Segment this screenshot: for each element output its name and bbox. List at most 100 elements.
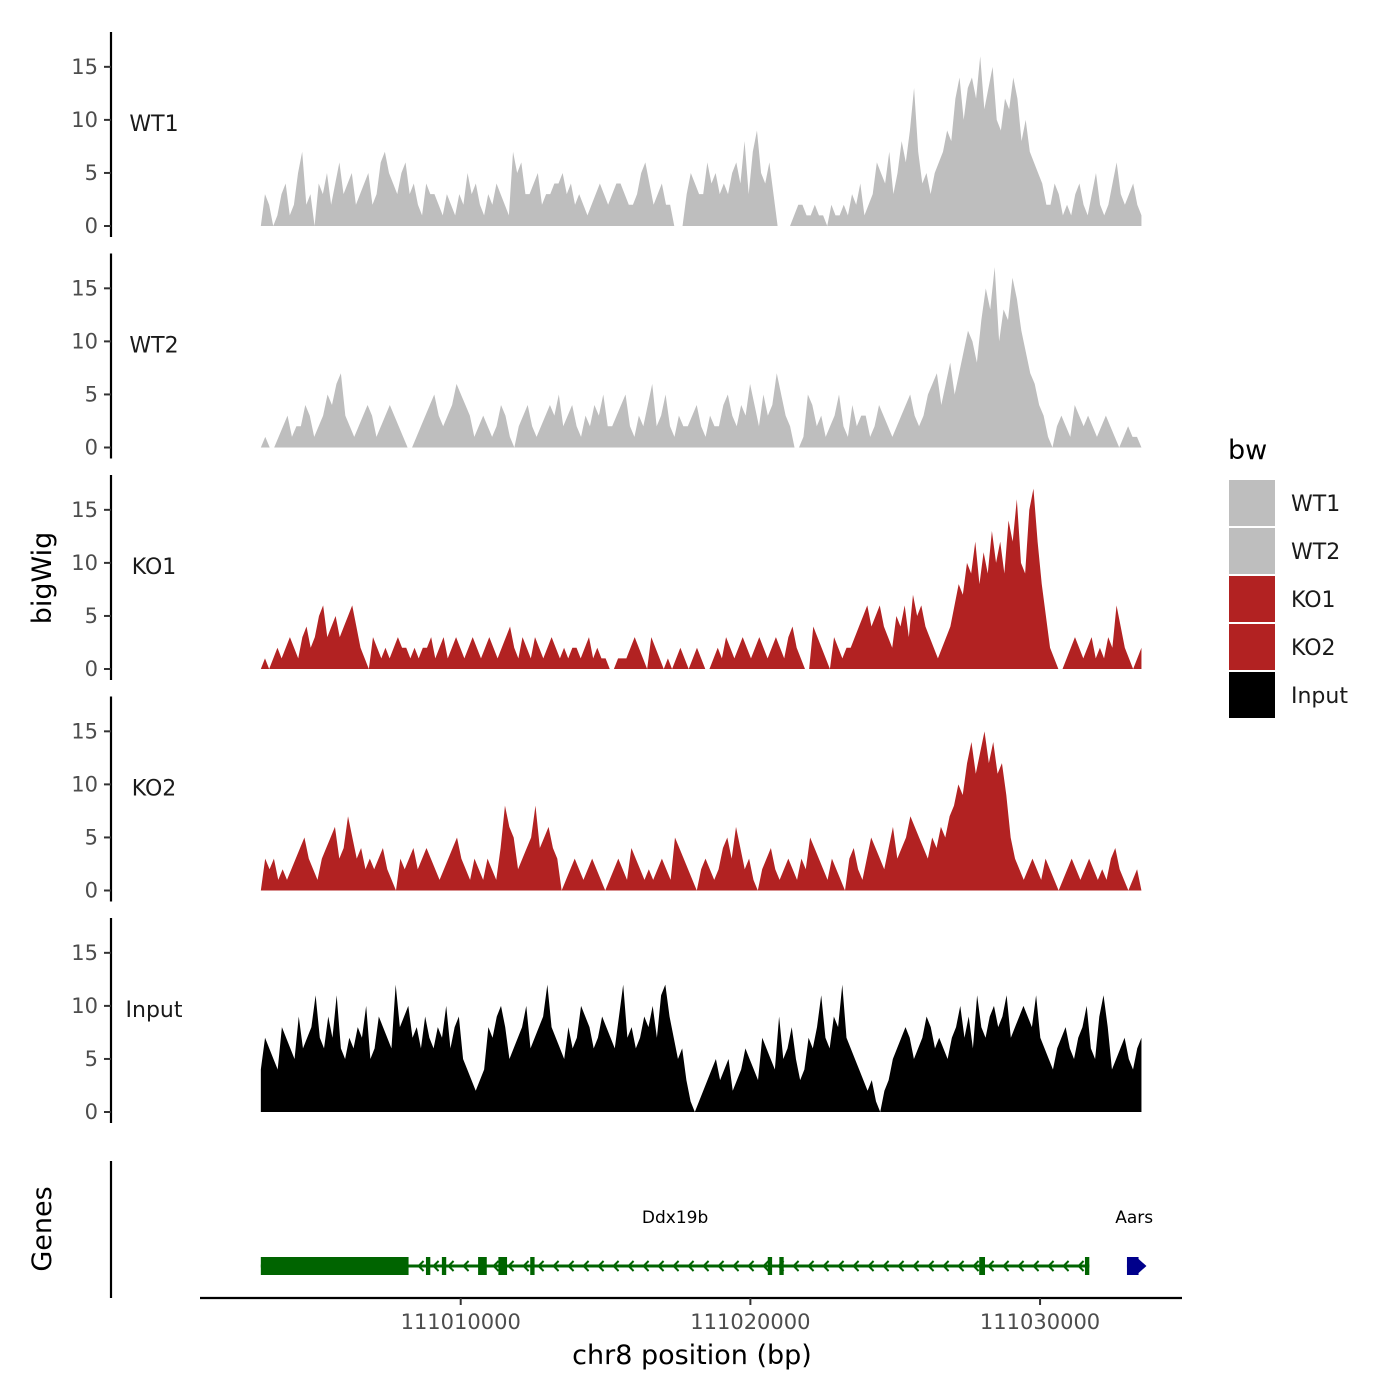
gene-thick-block xyxy=(1126,1257,1139,1275)
gene-exon xyxy=(425,1257,431,1275)
strand-chevron xyxy=(597,1260,605,1272)
y-tick-label: 10 xyxy=(71,108,98,132)
panel-input: 0 5 10 15 Input xyxy=(71,918,1142,1124)
legend: bw WT1 WT2 KO1 KO2 Input xyxy=(1228,435,1348,718)
genes-panel: Ddx19b Aars xyxy=(109,1161,1153,1298)
track-label-wt1: WT1 xyxy=(129,112,178,137)
genes-content: Ddx19b Aars xyxy=(260,1208,1153,1275)
y-tick-label: 0 xyxy=(85,436,98,460)
legend-swatch xyxy=(1229,576,1275,622)
strand-chevron xyxy=(927,1260,935,1272)
gene-exon xyxy=(979,1257,986,1275)
y-tick-label: 10 xyxy=(71,772,98,796)
track-label-wt2: WT2 xyxy=(129,333,178,358)
y-tick-label: 5 xyxy=(85,604,98,628)
strand-chevron xyxy=(732,1260,740,1272)
strand-chevron xyxy=(912,1260,920,1272)
strand-chevron xyxy=(522,1260,530,1272)
legend-item-ko2: KO2 xyxy=(1229,624,1336,670)
gene-aars: Aars xyxy=(1115,1208,1153,1275)
gene-ddx19b: Ddx19b xyxy=(260,1208,1090,1275)
y-tick-label: 15 xyxy=(71,941,98,965)
track-label-ko1: KO1 xyxy=(132,555,177,580)
strand-chevron xyxy=(852,1260,860,1272)
strand-chevron xyxy=(942,1260,950,1272)
strand-chevron xyxy=(777,1260,785,1272)
x-ticks: 111010000 111020000 111030000 xyxy=(401,1298,1100,1334)
y-tick-label: 5 xyxy=(85,825,98,849)
legend-item-ko1: KO1 xyxy=(1229,576,1336,622)
strand-chevron xyxy=(477,1260,485,1272)
x-axis: 111010000 111020000 111030000 xyxy=(200,1296,1182,1334)
genes-axis-title: Genes xyxy=(27,1186,58,1271)
strand-chevron xyxy=(837,1260,845,1272)
signal-area-ko2 xyxy=(260,731,1142,891)
panel-wt1: 0 5 10 15 WT1 xyxy=(71,32,1142,238)
strand-chevron xyxy=(642,1260,650,1272)
strand-chevron xyxy=(702,1260,710,1272)
signal-area-wt2 xyxy=(260,267,1142,448)
y-tick-label: 15 xyxy=(71,719,98,743)
strand-arrow-head xyxy=(1137,1258,1147,1274)
y-tick-label: 0 xyxy=(85,1100,98,1124)
strand-chevron xyxy=(1047,1260,1055,1272)
strand-chevron xyxy=(432,1260,440,1272)
legend-label: Input xyxy=(1291,684,1348,709)
x-tick-label: 111020000 xyxy=(690,1310,810,1334)
track-label-ko2: KO2 xyxy=(132,776,177,801)
strand-chevron xyxy=(987,1260,995,1272)
strand-chevron xyxy=(762,1260,770,1272)
y-axis-title: bigWig xyxy=(27,532,58,625)
gene-thick-block xyxy=(260,1257,409,1275)
gene-exon xyxy=(1084,1257,1090,1275)
y-tick-label: 5 xyxy=(85,1047,98,1071)
signal-panels: 0 5 10 15 WT1 0 5 10 15 WT2 0 5 10 15 KO1 0 5 10 15 KO2 0 5 10… xyxy=(71,32,1142,1124)
strand-chevron xyxy=(1017,1260,1025,1272)
y-tick-label: 10 xyxy=(71,551,98,575)
legend-label: WT1 xyxy=(1291,492,1340,517)
y-tick-label: 15 xyxy=(71,276,98,300)
strand-chevron xyxy=(672,1260,680,1272)
legend-label: KO2 xyxy=(1291,636,1336,661)
strand-chevron xyxy=(897,1260,905,1272)
legend-swatch xyxy=(1229,480,1275,526)
gene-label: Aars xyxy=(1115,1208,1153,1228)
legend-title: bw xyxy=(1228,435,1267,466)
strand-chevron xyxy=(567,1260,575,1272)
legend-label: WT2 xyxy=(1291,540,1340,565)
strand-chevron xyxy=(492,1260,500,1272)
strand-chevron xyxy=(612,1260,620,1272)
strand-chevron xyxy=(1062,1260,1070,1272)
panel-ko2: 0 5 10 15 KO2 xyxy=(71,696,1142,903)
y-tick-label: 10 xyxy=(71,994,98,1018)
y-tick-label: 0 xyxy=(85,657,98,681)
y-tick-label: 10 xyxy=(71,329,98,353)
panel-wt2: 0 5 10 15 WT2 xyxy=(71,253,1142,460)
signal-area-ko1 xyxy=(260,488,1142,669)
legend-item-input: Input xyxy=(1229,672,1348,718)
strand-chevron xyxy=(792,1260,800,1272)
legend-items: WT1 WT2 KO1 KO2 Input xyxy=(1229,480,1348,718)
strand-chevron xyxy=(687,1260,695,1272)
track-label-input: Input xyxy=(126,998,183,1023)
strand-chevron xyxy=(657,1260,665,1272)
legend-item-wt2: WT2 xyxy=(1229,528,1340,574)
legend-swatch xyxy=(1229,528,1275,574)
strand-chevron xyxy=(807,1260,815,1272)
strand-chevron xyxy=(867,1260,875,1272)
strand-chevron xyxy=(717,1260,725,1272)
y-tick-label: 0 xyxy=(85,879,98,903)
gene-label: Ddx19b xyxy=(642,1208,708,1228)
strand-chevron xyxy=(1032,1260,1040,1272)
strand-chevron xyxy=(1002,1260,1010,1272)
gene-exon xyxy=(779,1257,784,1275)
strand-chevron xyxy=(1077,1260,1085,1272)
x-tick-label: 111030000 xyxy=(980,1310,1100,1334)
signal-area-input xyxy=(260,984,1142,1112)
y-tick-label: 15 xyxy=(71,55,98,79)
strand-chevron xyxy=(882,1260,890,1272)
legend-label: KO1 xyxy=(1291,588,1336,613)
legend-swatch xyxy=(1229,624,1275,670)
strand-chevron xyxy=(747,1260,755,1272)
